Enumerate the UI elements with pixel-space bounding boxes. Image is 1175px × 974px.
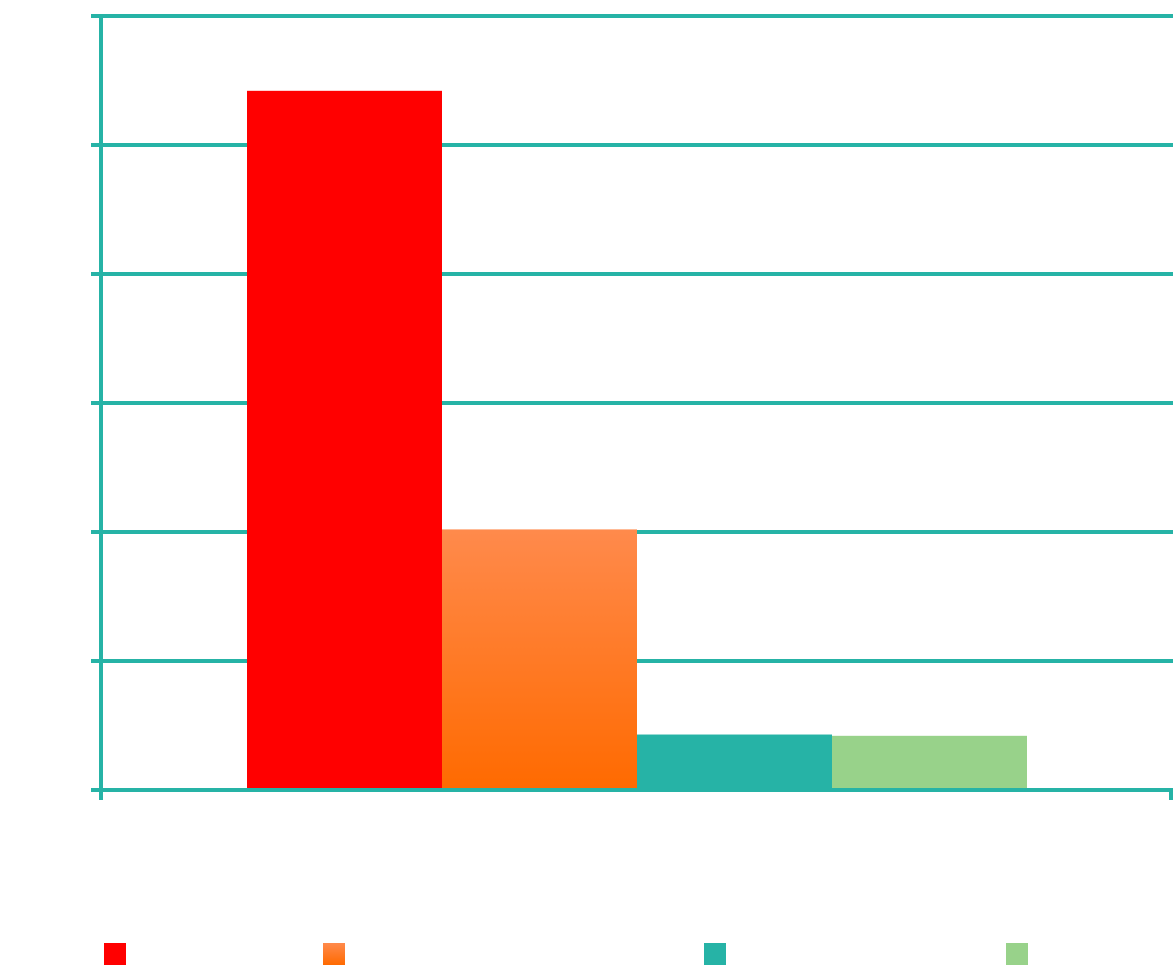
- bar-series-1: [247, 90, 442, 790]
- axes: [91, 14, 1173, 800]
- legend-swatch-3: [704, 943, 726, 965]
- bar-series-2: [442, 529, 637, 790]
- legend-swatch-4: [1006, 943, 1028, 965]
- legend: [104, 943, 1028, 965]
- legend-swatch-1: [104, 943, 126, 965]
- bars: [247, 90, 1027, 790]
- bar-series-4: [832, 735, 1027, 790]
- legend-swatch-2: [323, 943, 345, 965]
- bar-series-3: [637, 734, 832, 790]
